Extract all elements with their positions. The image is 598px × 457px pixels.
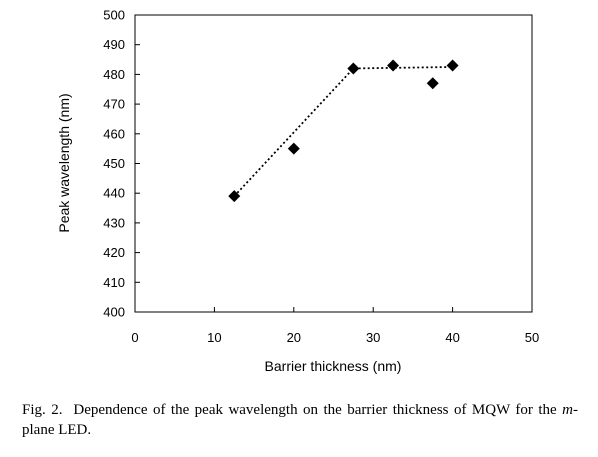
x-axis-ticks: 0 10 20 30 40 50: [131, 307, 539, 345]
y-tick-label: 490: [103, 37, 125, 52]
trend-line: [233, 66, 453, 197]
data-point-marker: [426, 77, 439, 90]
data-point-marker: [287, 142, 300, 155]
chart: 400 410 420 430 440 450 460 470 480 490 500 0 10 20 3…: [56, 8, 539, 375]
data-point-marker: [347, 62, 360, 75]
y-tick-label: 460: [103, 126, 125, 141]
x-axis-title: Barrier thickness (nm): [265, 358, 402, 374]
x-tick-label: 30: [366, 330, 380, 345]
x-tick-label: 20: [287, 330, 301, 345]
y-tick-label: 400: [103, 305, 125, 320]
x-tick-label: 0: [131, 330, 138, 345]
caption-prefix: Fig. 2.: [22, 402, 63, 418]
plot-area: [134, 14, 533, 313]
data-points: [228, 59, 459, 203]
data-point-marker: [387, 59, 400, 72]
x-tick-label: 10: [207, 330, 221, 345]
caption-text-2: -plane LED.: [22, 402, 578, 438]
y-tick-label: 480: [103, 67, 125, 82]
data-point-marker: [228, 190, 241, 203]
y-tick-label: 410: [103, 275, 125, 290]
caption-text-1: Dependence of the peak wavelength on the…: [73, 402, 563, 418]
y-tick-label: 430: [103, 215, 125, 230]
y-tick-label: 470: [103, 97, 125, 112]
figure-caption: Fig. 2. Dependence of the peak wavelengt…: [22, 400, 578, 440]
caption-italic: m: [562, 402, 573, 418]
data-point-marker: [446, 59, 459, 72]
y-tick-label: 420: [103, 245, 125, 260]
x-tick-label: 50: [525, 330, 539, 345]
x-tick-label: 40: [445, 330, 459, 345]
y-axis-title: Peak wavelength (nm): [56, 93, 72, 232]
y-tick-label: 500: [103, 8, 125, 23]
y-tick-label: 440: [103, 186, 125, 201]
y-axis-ticks: 400 410 420 430 440 450 460 470 480 490 500: [103, 8, 140, 320]
y-tick-label: 450: [103, 156, 125, 171]
